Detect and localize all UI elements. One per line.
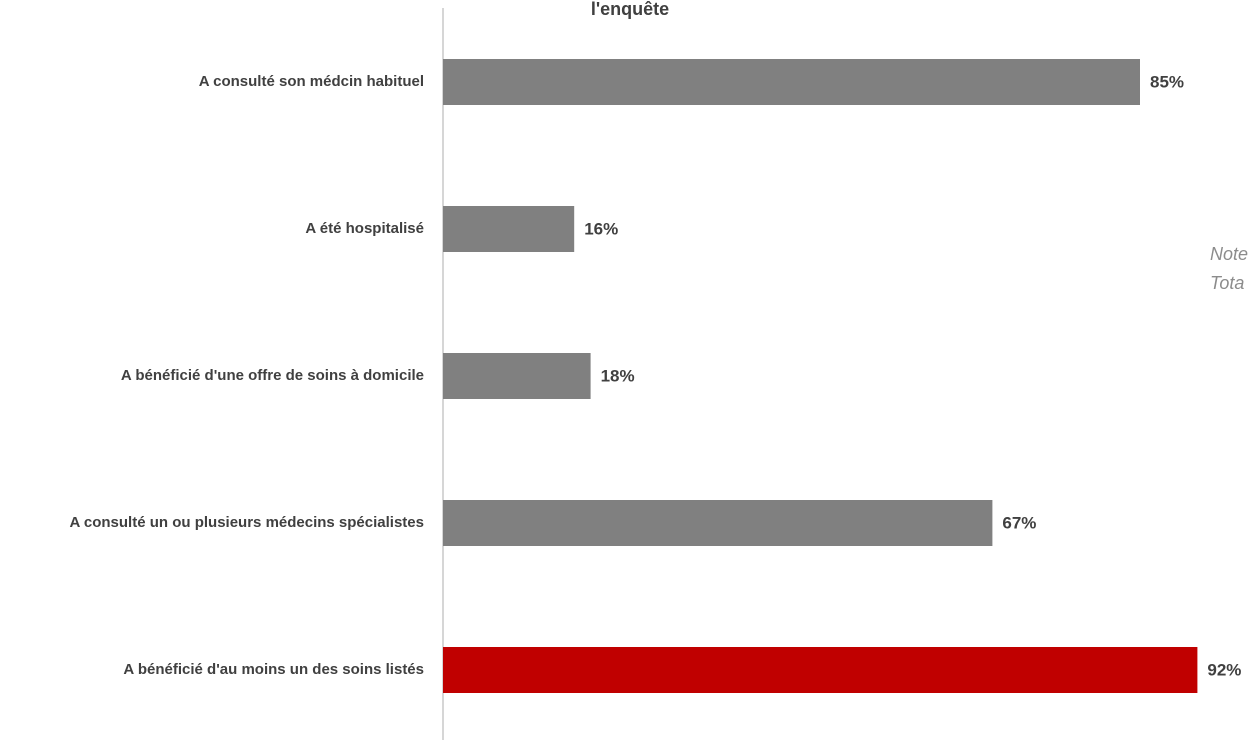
value-label: 92% [1207,660,1241,679]
category-label: A été hospitalisé [305,220,424,237]
value-label: 67% [1002,513,1036,532]
category-label: A bénéficié d'une offre de soins à domic… [121,367,424,384]
note: Tota [1210,273,1244,293]
bar [443,206,575,252]
bar [443,500,993,546]
note: Note [1210,244,1248,264]
category-label: A bénéficié d'au moins un des soins list… [123,661,424,678]
bar [443,59,1140,105]
category-label: A consulté son médcin habituel [199,73,424,90]
bar [443,353,591,399]
value-label: 16% [584,219,618,238]
value-label: 85% [1150,72,1184,91]
chart-title: l'enquête [591,0,669,19]
value-label: 18% [601,366,635,385]
bar [443,647,1198,693]
category-label: A consulté un ou plusieurs médecins spéc… [69,514,424,531]
